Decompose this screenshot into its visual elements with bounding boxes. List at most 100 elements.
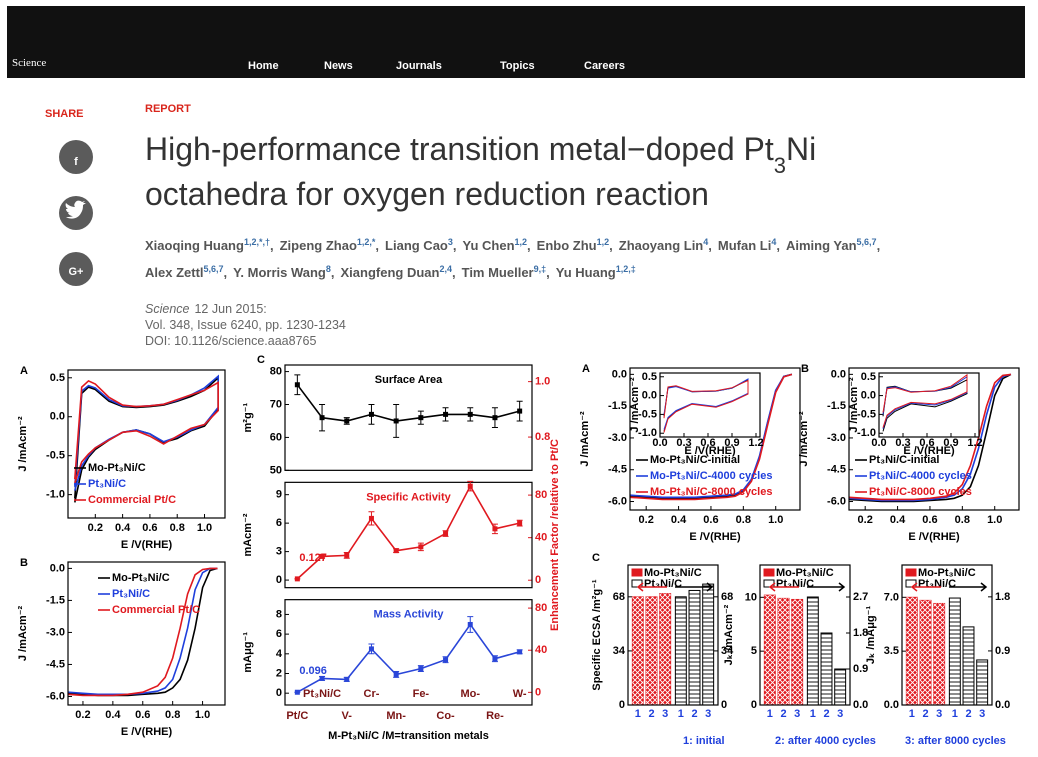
x-tick-label: 0.9: [724, 437, 739, 449]
data-point: [517, 649, 523, 655]
bar-hatch: [702, 584, 714, 705]
data-point: [319, 553, 325, 559]
legend-label: Mo-Pt₃Ni/C-4000 cycles: [650, 470, 772, 482]
legend-label: Pt₃Ni/C: [776, 578, 814, 590]
nav-link[interactable]: Topics: [500, 60, 535, 72]
article-title: High-performance transition metal−doped …: [145, 131, 816, 178]
plot-frame: [759, 564, 851, 706]
author-separator: ,: [270, 238, 274, 253]
author-line: Alex Zettl5,6,7, Y. Morris Wang8, Xiangfen…: [145, 264, 636, 280]
author-affiliation: 5,6,7: [204, 264, 224, 274]
data-point: [492, 526, 498, 532]
inset-background: [660, 373, 760, 437]
author-separator: ,: [708, 238, 712, 253]
author-name: Tim Mueller: [462, 265, 534, 280]
x-tick-label: 1.2: [967, 437, 982, 449]
nav-link[interactable]: Careers: [584, 60, 625, 72]
section-label: REPORT: [145, 103, 191, 115]
category-label: 2: [648, 708, 654, 720]
nav-link[interactable]: News: [324, 60, 353, 72]
category-label: 2: [780, 708, 786, 720]
y-tick-label: 70: [270, 399, 282, 411]
y-tick-label: 0.0: [50, 411, 65, 423]
category-label: 1: [810, 708, 816, 720]
bar-hatch: [632, 596, 644, 705]
facebook-icon[interactable]: [59, 140, 93, 174]
category-label: 3: [936, 708, 942, 720]
y-tick-label: -0.5: [46, 450, 65, 462]
y-tick-label: 0.9: [853, 663, 868, 675]
panel-label: A: [582, 363, 590, 375]
x-tick-label: 1.0: [197, 522, 212, 534]
annotation: Mass Activity: [374, 609, 445, 621]
y-tick-label: 0: [535, 574, 541, 586]
x-tick-label: 0.9: [943, 437, 958, 449]
y-tick-label: 34: [613, 645, 626, 657]
category-label: 1: [909, 708, 915, 720]
x-tick-label: 0.8: [170, 522, 185, 534]
y-axis-label: Enhancement Factor /relative to Pt/C: [549, 439, 561, 631]
y-axis-label: Specific ECSA /m²g⁻¹: [591, 579, 603, 690]
panel-label: B: [801, 363, 809, 375]
y-axis-label: J /mAcm⁻²: [579, 411, 591, 467]
nav-link[interactable]: Journals: [396, 60, 442, 72]
x-axis-label: E /V(RHE): [689, 531, 741, 543]
legend-label: Commercial Pt/C: [112, 604, 200, 616]
author-affiliation: 8: [326, 264, 331, 274]
data-point: [443, 411, 449, 417]
nav-link[interactable]: Home: [248, 60, 279, 72]
data-point: [368, 411, 374, 417]
y-tick-label: -0.5: [857, 408, 876, 420]
y-tick-label: 0: [751, 699, 757, 711]
y-tick-label: -6.0: [827, 496, 846, 508]
author-name: Alex Zettl: [145, 265, 204, 280]
data-point: [294, 689, 300, 695]
google-icon[interactable]: [59, 252, 93, 286]
twitter-glyph: [65, 200, 86, 219]
bar-hatch: [807, 597, 819, 705]
y-axis-label: J /mAcm⁻²: [17, 606, 29, 662]
panel-label: A: [20, 365, 28, 377]
title-text: High-performance transition metal−doped …: [145, 131, 774, 167]
doi[interactable]: DOI: 10.1126/science.aaa8765: [145, 334, 316, 348]
data-point: [344, 552, 350, 558]
y-axis-label: J /mAcm⁻²: [629, 377, 641, 433]
y-tick-label: -3.0: [46, 626, 65, 638]
x-tick-label: 0.6: [922, 514, 937, 526]
y-tick-label: -4.5: [827, 464, 846, 476]
data-point: [368, 646, 374, 652]
y-tick-label: 3.5: [884, 645, 899, 657]
plot-frame: [659, 372, 761, 438]
plot-frame: [627, 564, 719, 706]
author-affiliation: 1,2,*,†: [244, 237, 270, 247]
y-tick-label: 0: [276, 687, 282, 699]
bar-hatch: [933, 603, 945, 705]
category-label: 2: [823, 708, 829, 720]
data-point: [294, 576, 300, 582]
data-point: [517, 520, 523, 526]
y-tick-label: 80: [535, 602, 547, 614]
author-separator: ,: [546, 265, 550, 280]
x-tick-label: 0.2: [88, 522, 103, 534]
y-tick-label: 0.0: [861, 390, 876, 402]
y-tick-label: -1.5: [827, 400, 846, 412]
category-label: Pt/C: [286, 710, 308, 722]
y-tick-label: 5: [751, 645, 757, 657]
x-tick-label: 0.2: [75, 709, 90, 721]
x-tick-label: 0.3: [676, 437, 691, 449]
data-point: [319, 675, 325, 681]
plot-frame: [284, 481, 533, 589]
legend-label: Pt₃Ni/C-initial: [869, 454, 939, 466]
x-axis-label: E /V(RHE): [903, 445, 955, 457]
volume: Vol. 348, Issue 6240, pp. 1230-1234: [145, 318, 346, 332]
author-name: Yu Huang: [556, 265, 616, 280]
author-affiliation: 1,2: [597, 237, 610, 247]
logo[interactable]: Science: [12, 57, 46, 69]
article-title: octahedra for oxygen reduction reaction: [145, 176, 709, 212]
category-label: 3: [705, 708, 711, 720]
y-tick-label: 6: [276, 628, 282, 640]
axis-arrow: [768, 582, 799, 592]
author-separator: ,: [453, 238, 457, 253]
y-axis-label: mAμg⁻¹: [242, 632, 254, 673]
y-tick-label: 0.0: [50, 562, 65, 574]
